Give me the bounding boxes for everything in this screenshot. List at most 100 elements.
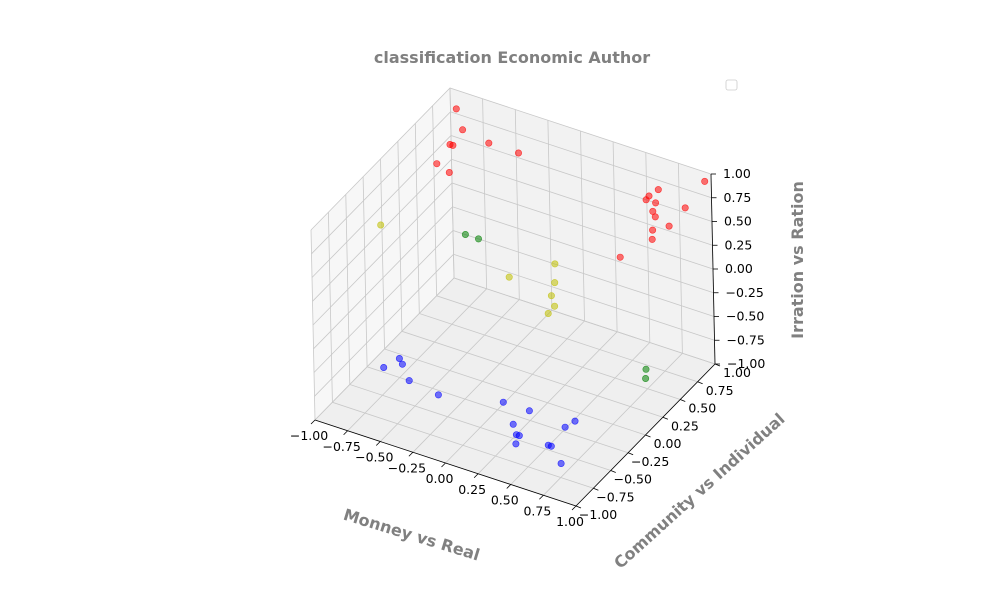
chart-title: classification Economic Author [374,48,650,67]
x-tick-label: 1.00 [556,514,584,529]
z-tick-label: 0.50 [724,214,752,229]
data-point-red [665,222,673,230]
data-point-red [514,149,522,157]
y-tick-label: 0.25 [671,418,699,433]
z-axis-label: Irration vs Ration [788,181,807,339]
x-axis-label: Monney vs Real [341,505,482,565]
z-tick-label: −0.50 [726,309,764,324]
y-grid-line [397,141,664,418]
data-point-blue [398,360,406,368]
data-point-red [651,213,659,221]
x-tick-mark [441,462,446,468]
data-point-red [701,177,709,185]
y-grid-line [414,123,681,400]
y-grid-line [362,176,629,454]
y-tick-label: −0.75 [596,489,634,504]
y-grid-line [328,212,594,489]
y-grid-line [449,87,716,365]
data-point-red [616,253,624,261]
x-tick-mark [571,505,577,511]
data-point-blue [434,391,442,399]
data-point-red [433,160,441,168]
data-point-yellow [547,292,555,300]
data-point-red [652,199,660,207]
data-point-red [642,196,650,204]
y-tick-label: 0.75 [706,383,734,398]
z-ticks: −1.00 −0.75 −0.50 −0.25 0.00 0.25 0.50 0.75 1.00 [711,166,765,371]
z-tick-label: 0.00 [725,261,753,276]
data-point-green [642,365,650,373]
x-ticks: −1.00−0.75−0.50−0.250.00 0.25 0.50 0.75 1.00 [290,419,584,529]
x-tick-label: −0.50 [355,450,393,465]
x-tick-label: −1.00 [290,428,328,443]
x-tick-label: −0.25 [388,460,426,475]
y-tick-mark [645,434,651,438]
data-point-blue [525,407,533,415]
data-point-blue [405,377,413,385]
data-point-blue [509,420,517,428]
z-grid-line [310,87,712,231]
y-tick-mark [680,399,686,402]
z-tick-label: 1.00 [723,166,751,181]
data-point-red [445,169,453,177]
data-point-red [459,126,467,134]
data-point-blue [499,398,507,406]
data-point-red [681,204,689,212]
data-point-yellow [551,260,559,268]
data-point-red [452,105,460,113]
legend-box [725,79,738,91]
y-tick-label: 0.00 [654,436,682,451]
y-tick-mark [627,452,634,456]
y-tick-mark [662,416,669,420]
y-tick-mark [575,505,582,509]
data-point-blue [571,417,579,425]
y-ticks: −1.00 −0.75 −0.50 −0.25 0.00 0.25 0.50 0.75 1.00 [575,363,751,522]
data-point-red [648,235,656,243]
z-tick-label: 0.25 [725,237,753,252]
data-point-red [649,226,657,234]
y-tick-label: −1.00 [579,507,617,522]
data-point-blue [561,423,569,431]
z-tick-label: −0.25 [726,285,764,300]
data-point-yellow [551,302,559,310]
x-tick-label: 0.00 [426,471,454,486]
y-tick-label: 0.50 [688,401,716,416]
data-point-yellow [551,279,559,287]
z-tick-label: −0.75 [727,332,765,347]
x-tick-mark [408,451,414,457]
x-tick-mark [506,484,512,489]
y-tick-mark [593,487,599,491]
x-tick-label: 0.75 [523,503,551,518]
data-point-yellow [505,273,513,281]
data-point-red [654,186,662,194]
y-tick-mark [610,470,616,473]
data-point-green [461,231,469,239]
data-points [377,105,709,467]
x-tick-mark [473,473,479,479]
x-tick-label: −0.75 [322,439,360,454]
y-grid-line [345,194,611,471]
data-point-green [642,374,650,382]
data-point-blue [512,440,520,448]
data-point-blue [395,354,403,362]
data-point-yellow [544,309,552,317]
data-point-blue [557,459,565,467]
data-point-red [485,139,493,147]
y-grid-line [432,105,698,383]
x-tick-mark [310,419,316,425]
data-point-red [449,141,457,149]
y-tick-label: −0.50 [614,472,652,487]
y-tick-label: −0.25 [631,454,669,469]
y-tick-mark [697,381,703,385]
z-tick-label: 0.75 [724,190,752,205]
grid-lines [310,87,716,507]
x-tick-mark [375,441,381,446]
x-tick-mark [539,494,544,500]
data-point-green [474,235,482,243]
data-point-blue [547,442,555,450]
y-tick-label: 1.00 [723,365,751,380]
x-tick-mark [343,430,348,436]
data-point-yellow [377,221,385,229]
z-tick-label: −1.00 [727,356,765,371]
